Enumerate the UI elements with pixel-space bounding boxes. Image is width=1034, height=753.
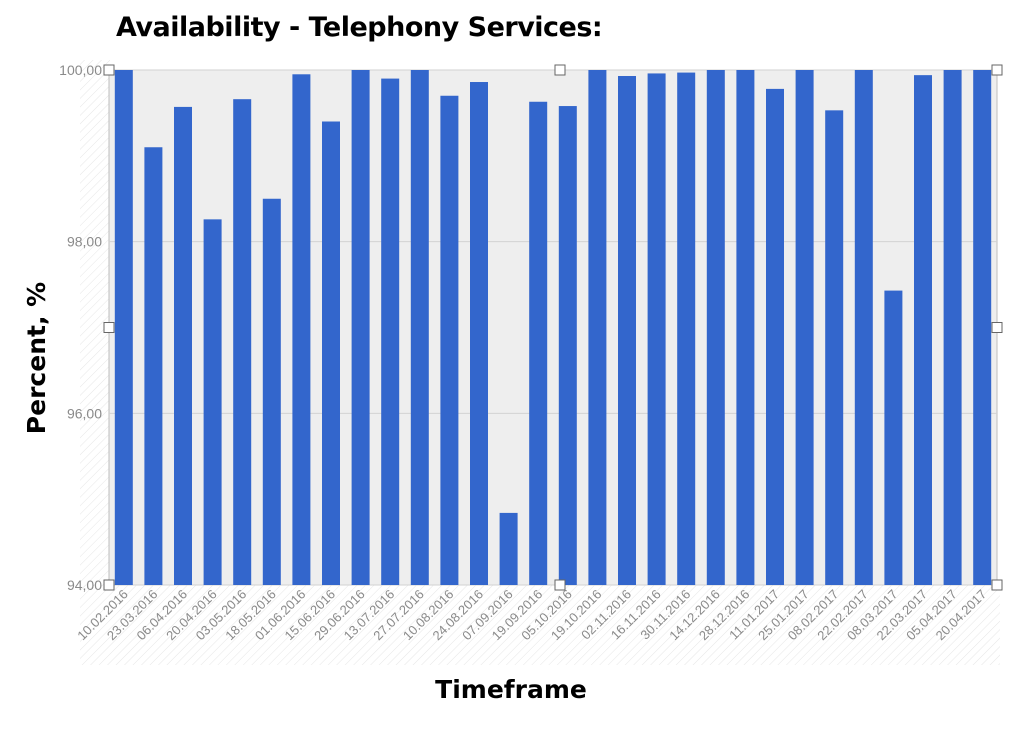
resize-handle[interactable] — [103, 64, 115, 76]
bar[interactable] — [884, 290, 903, 585]
bar[interactable] — [706, 70, 725, 585]
hatch-area-bottom — [80, 585, 1000, 665]
bar[interactable] — [973, 70, 992, 585]
y-tick-label: 100,00 — [59, 62, 102, 78]
bar[interactable] — [381, 78, 400, 585]
bar[interactable] — [766, 88, 784, 585]
bar[interactable] — [233, 99, 252, 585]
bar[interactable] — [618, 76, 636, 585]
gridlines — [109, 69, 997, 586]
bar[interactable] — [203, 219, 222, 585]
bar[interactable] — [114, 70, 133, 585]
bar[interactable] — [322, 121, 340, 586]
y-tick-label: 98,00 — [67, 234, 102, 250]
bar[interactable] — [854, 70, 873, 585]
bar[interactable] — [144, 147, 163, 585]
bar[interactable] — [914, 75, 932, 586]
resize-handle[interactable] — [991, 579, 1003, 591]
y-axis-label: Percent, % — [22, 282, 51, 434]
bar[interactable] — [440, 95, 459, 585]
resize-handle[interactable] — [103, 579, 115, 591]
bar[interactable] — [795, 70, 814, 585]
bar[interactable] — [529, 101, 548, 585]
resize-handle[interactable] — [554, 64, 566, 76]
resize-handle[interactable] — [554, 579, 566, 591]
y-tick-labels: 94,00 96,00 98,00 100,00 — [59, 62, 102, 593]
bar[interactable] — [736, 70, 755, 585]
bar[interactable] — [174, 106, 192, 586]
bar[interactable] — [410, 70, 429, 585]
y-tick-label: 94,00 — [67, 577, 102, 593]
bar[interactable] — [588, 70, 607, 585]
bar[interactable] — [943, 70, 962, 585]
bar[interactable] — [558, 106, 577, 586]
resize-handle[interactable] — [991, 64, 1003, 76]
bar[interactable] — [647, 73, 666, 585]
chart-title: Availability - Telephony Services: — [116, 12, 603, 43]
y-tick-label: 96,00 — [67, 405, 102, 421]
bar[interactable] — [825, 110, 844, 585]
bar[interactable] — [292, 74, 311, 586]
bar[interactable] — [499, 512, 518, 585]
selection-handles — [103, 64, 1003, 591]
bars — [114, 70, 992, 586]
bar[interactable] — [677, 72, 696, 585]
bar[interactable] — [351, 70, 370, 585]
x-axis-label: Timeframe — [435, 675, 587, 704]
bar[interactable] — [262, 198, 281, 585]
resize-handle[interactable] — [991, 322, 1003, 333]
bar[interactable] — [470, 82, 488, 586]
resize-handle[interactable] — [103, 322, 115, 333]
